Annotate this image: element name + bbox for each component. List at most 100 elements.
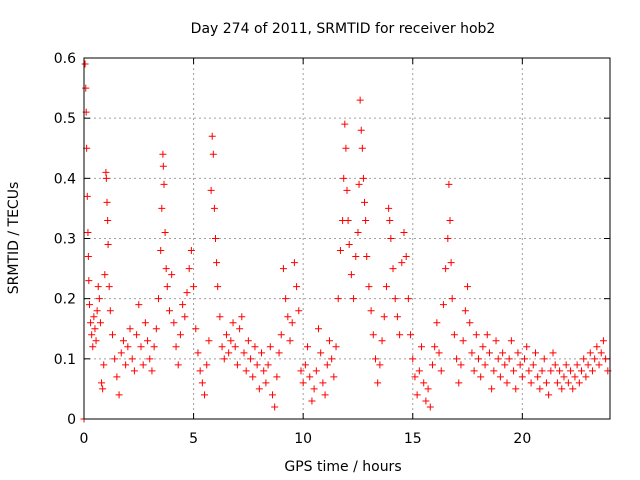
data-point: [562, 361, 570, 369]
data-point: [213, 259, 221, 267]
data-point: [461, 307, 469, 315]
data-point: [492, 337, 500, 345]
data-point: [431, 343, 439, 351]
data-point: [361, 198, 369, 206]
data-point: [380, 313, 388, 321]
data-point: [422, 397, 430, 405]
data-point: [158, 204, 166, 212]
data-point: [538, 367, 546, 375]
data-point: [527, 379, 535, 387]
data-point: [179, 301, 187, 309]
data-point: [521, 355, 529, 363]
data-point: [229, 319, 237, 327]
data-point: [591, 355, 599, 363]
data-point: [117, 349, 125, 357]
data-point: [222, 331, 230, 339]
data-point: [209, 150, 217, 158]
data-point: [551, 361, 559, 369]
data-point: [531, 349, 539, 357]
data-point: [98, 379, 106, 387]
data-point: [244, 337, 252, 345]
data-point: [398, 259, 406, 267]
data-point: [472, 331, 480, 339]
data-point: [483, 331, 491, 339]
data-point: [404, 295, 412, 303]
data-point: [457, 361, 465, 369]
data-point: [308, 397, 316, 405]
data-points: [80, 60, 612, 423]
data-point: [183, 289, 191, 297]
data-point: [176, 331, 184, 339]
data-point: [181, 313, 189, 321]
data-point: [393, 313, 401, 321]
data-point: [84, 228, 92, 236]
data-point: [218, 343, 226, 351]
data-point: [266, 343, 274, 351]
data-point: [549, 349, 557, 357]
data-point: [82, 84, 90, 92]
data-point: [159, 150, 167, 158]
data-point: [284, 313, 292, 321]
data-point: [396, 331, 404, 339]
data-point: [571, 373, 579, 381]
data-point: [475, 355, 482, 363]
data-point: [172, 343, 180, 351]
data-point: [157, 247, 165, 255]
y-tick-label: 0.4: [54, 171, 76, 187]
data-point: [207, 186, 215, 194]
y-tick-label: 0.3: [54, 232, 76, 248]
data-point: [564, 379, 572, 387]
data-point: [306, 373, 314, 381]
data-point: [162, 265, 170, 273]
data-point: [253, 361, 261, 369]
data-point: [330, 373, 338, 381]
data-point: [91, 325, 99, 333]
data-point: [160, 180, 168, 188]
data-point: [369, 331, 377, 339]
data-point: [343, 186, 351, 194]
data-point: [242, 367, 250, 375]
data-point: [503, 379, 511, 387]
data-point: [205, 337, 213, 345]
data-point: [233, 361, 241, 369]
data-point: [389, 265, 397, 273]
data-point: [104, 241, 112, 249]
data-point: [122, 361, 130, 369]
data-point: [273, 373, 281, 381]
data-point: [490, 367, 498, 375]
data-point: [264, 361, 272, 369]
data-point: [468, 349, 476, 357]
data-point: [340, 174, 348, 182]
data-point: [83, 192, 91, 200]
data-point: [220, 355, 228, 363]
data-point: [573, 361, 581, 369]
data-point: [488, 385, 496, 393]
data-point: [174, 361, 182, 369]
data-point: [275, 349, 283, 357]
data-point: [345, 241, 353, 249]
data-point: [426, 403, 434, 411]
data-point: [464, 283, 472, 291]
axis-ticks: 0 0.1 0.2 0.3 0.4 0.5 0.6 0 5 10 15 20: [54, 51, 610, 447]
data-point: [100, 361, 108, 369]
data-point: [288, 319, 296, 327]
data-point: [496, 373, 504, 381]
data-point: [439, 301, 447, 309]
data-point: [580, 355, 588, 363]
data-point: [445, 180, 453, 188]
data-point: [534, 373, 542, 381]
data-point: [277, 331, 285, 339]
data-point: [128, 355, 136, 363]
data-point: [341, 120, 349, 128]
data-point: [312, 367, 320, 375]
data-point: [170, 319, 178, 327]
data-point: [249, 373, 257, 381]
data-point: [325, 337, 333, 345]
data-point: [92, 337, 100, 345]
data-point: [525, 367, 533, 375]
data-point: [523, 343, 531, 351]
data-point: [133, 331, 141, 339]
data-point: [165, 307, 173, 315]
data-point: [357, 126, 365, 134]
